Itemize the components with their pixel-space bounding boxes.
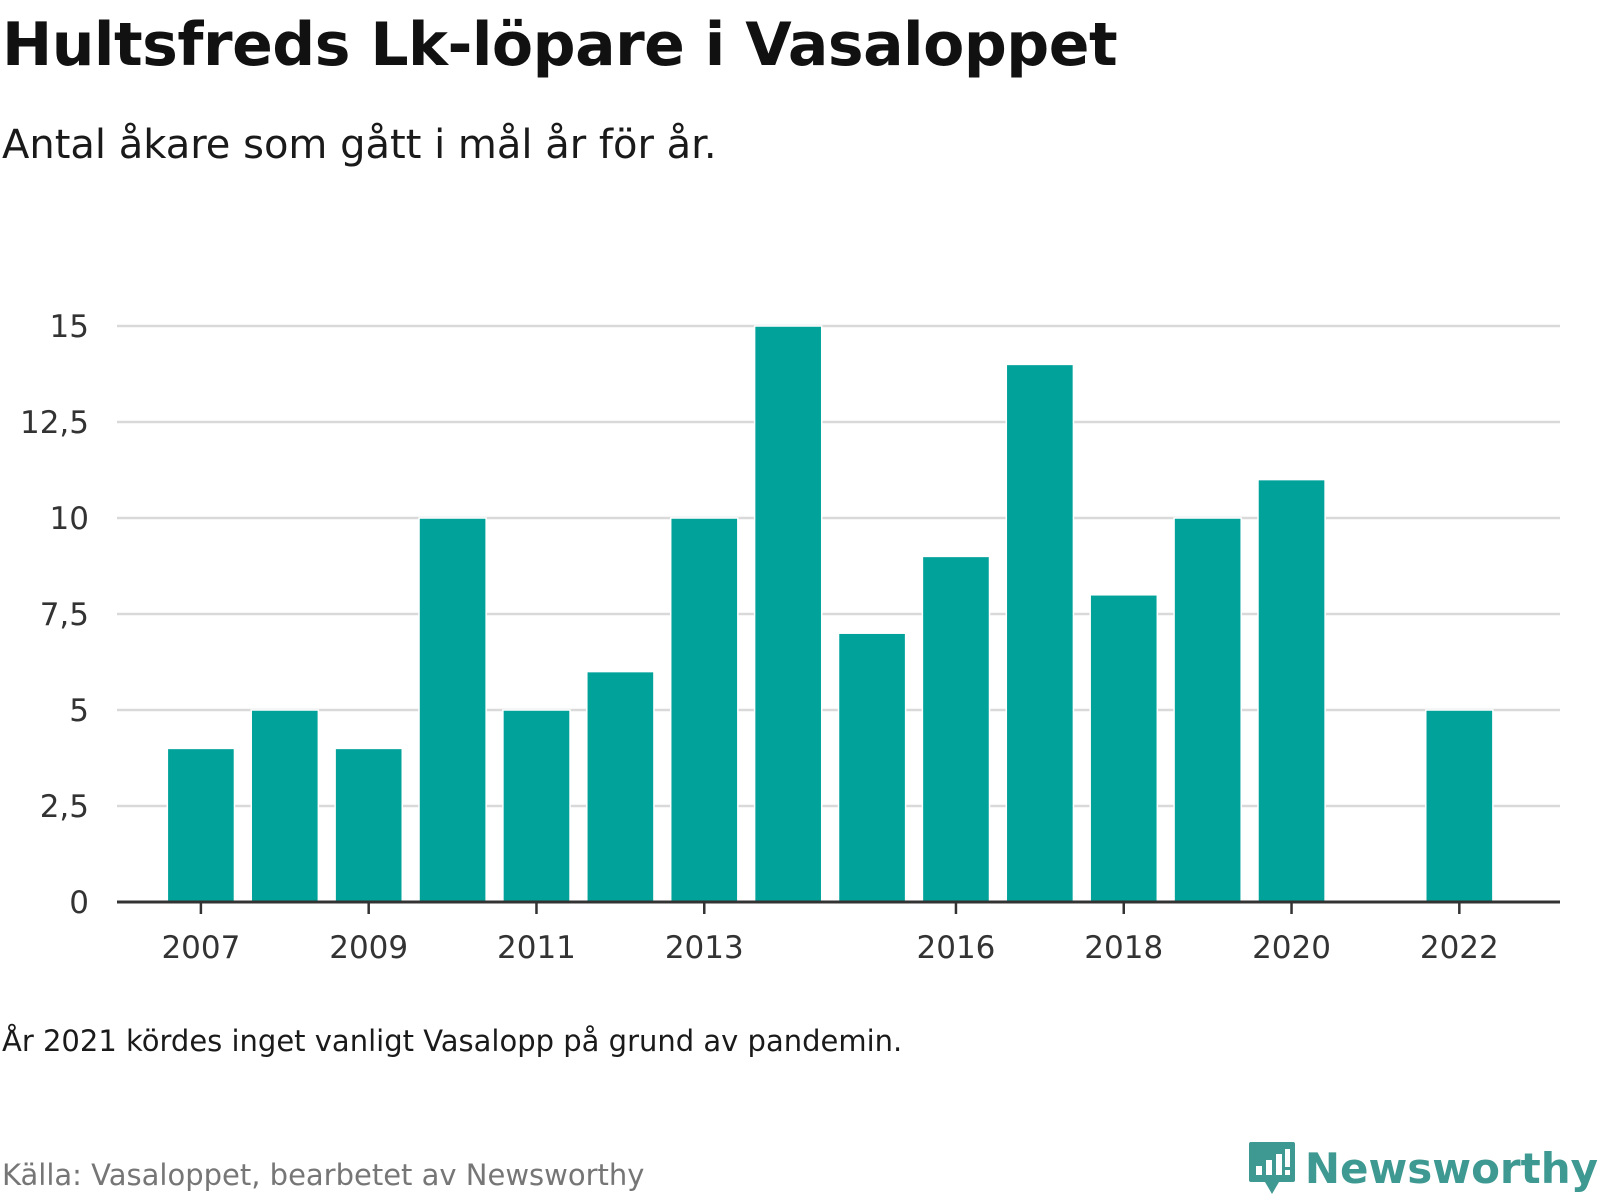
- chart-subtitle: Antal åkare som gått i mål år för år.: [2, 122, 717, 168]
- bar-2017: [1005, 363, 1075, 903]
- bar-2016: [921, 555, 991, 903]
- bar-2018: [1089, 594, 1159, 903]
- bar-2014: [753, 325, 823, 903]
- brand-name: Newsworthy: [1304, 1143, 1598, 1193]
- source-credit: Källa: Vasaloppet, bearbetet av Newswort…: [2, 1158, 645, 1192]
- bar-2015: [837, 632, 907, 903]
- bar-2020: [1257, 478, 1326, 903]
- bar-chart-speech-bubble-icon: [1248, 1142, 1295, 1194]
- brand-logo: Newsworthy: [1247, 1140, 1598, 1196]
- y-tick-label: 10: [50, 501, 89, 537]
- axes: 0 2,5 5 7,5 10 12,5 15 2007 2009 2011 2013 2016 2018…: [20, 309, 1560, 966]
- x-tick-label: 2007: [161, 930, 240, 966]
- bar-2019: [1173, 517, 1242, 903]
- x-tick-label: 2013: [665, 930, 744, 966]
- bar-2007: [166, 747, 236, 903]
- x-tick-label: 2018: [1084, 930, 1163, 966]
- bar-2009: [334, 747, 403, 903]
- bar-2011: [502, 709, 571, 903]
- bar-2012: [586, 670, 655, 903]
- y-tick-label: 15: [50, 309, 89, 345]
- footnote: År 2021 kördes inget vanligt Vasalopp på…: [2, 1024, 903, 1058]
- bar-2013: [669, 517, 739, 903]
- bars: [166, 325, 1494, 903]
- x-tick-label: 2022: [1420, 930, 1499, 966]
- bar-2022: [1425, 709, 1494, 903]
- x-tick-label: 2020: [1252, 930, 1331, 966]
- bar-2010: [418, 517, 487, 903]
- bar-2008: [250, 709, 320, 903]
- x-tick-label: 2009: [329, 930, 408, 966]
- bar-chart: 0 2,5 5 7,5 10 12,5 15 2007 2009 2011 2013 2016 2018…: [20, 309, 1560, 966]
- y-tick-label: 0: [69, 885, 89, 921]
- x-tick-label: 2016: [917, 930, 996, 966]
- y-tick-label: 2,5: [40, 789, 89, 825]
- y-tick-label: 5: [69, 693, 89, 729]
- x-tick-label: 2011: [497, 930, 576, 966]
- y-tick-label: 7,5: [40, 597, 89, 633]
- chart-title: Hultsfreds Lk-löpare i Vasaloppet: [2, 10, 1118, 80]
- y-tick-label: 12,5: [20, 405, 89, 441]
